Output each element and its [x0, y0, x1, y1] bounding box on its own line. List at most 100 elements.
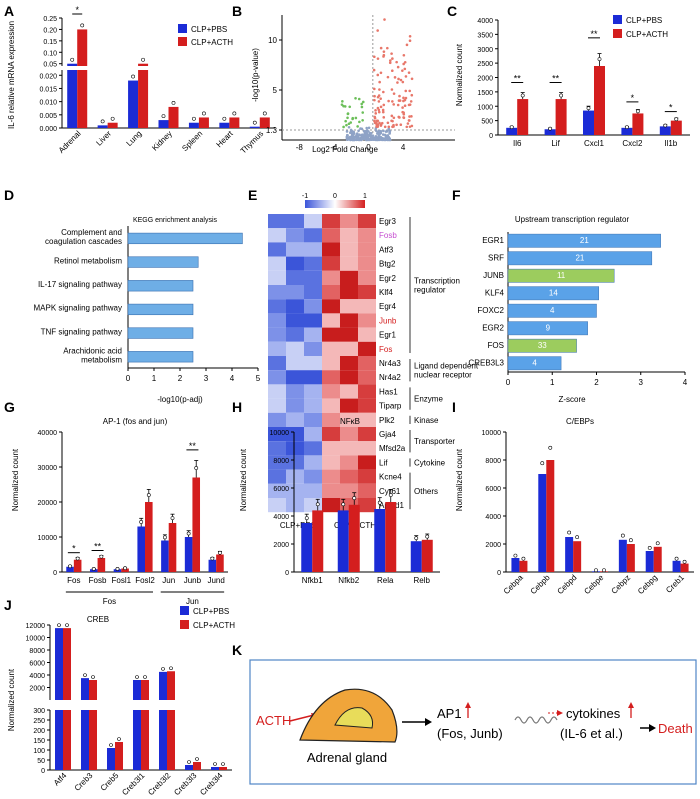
volcano-point-up	[403, 67, 407, 71]
panel-label-f: F	[452, 187, 461, 203]
panel-j-legend: CLP+PBS CLP+ACTH	[180, 606, 235, 630]
heatmap-cell	[268, 214, 286, 229]
heatmap-cell	[358, 384, 376, 399]
volcano-point	[384, 134, 388, 138]
data-point	[509, 125, 514, 129]
heatmap-cell	[358, 228, 376, 243]
heatmap-cell	[304, 441, 322, 456]
bar-pbs-lower	[159, 710, 167, 770]
heatmap-cell	[358, 341, 376, 356]
panel-h-ylabel: Normalized count	[239, 448, 248, 511]
bar-pbs	[621, 127, 633, 135]
x-tick-label: 2	[178, 374, 183, 383]
bar-acth	[107, 122, 118, 128]
panel-letters: A B C D E F G H I J K	[4, 3, 461, 658]
legend-swatch-acth	[613, 29, 622, 38]
data-point	[80, 23, 85, 28]
data-point	[139, 520, 144, 524]
panel-label-g: G	[4, 399, 15, 415]
panel-j-creb: Normalized count CREB CLP+PBS CLP+ACTH 0…	[7, 606, 235, 797]
y-tick-label: 1000	[477, 104, 493, 111]
volcano-point-up	[386, 75, 390, 79]
panel-h-nfkb: Normalized count NFκB 0 2000 4000 6000 8000 1…	[239, 417, 440, 585]
volcano-point-up	[399, 123, 403, 127]
tf-count: 11	[557, 271, 566, 280]
panel-j-title: CREB	[87, 615, 109, 624]
bar-acth	[73, 559, 82, 572]
bar-acth	[89, 680, 97, 700]
sig-star: *	[631, 93, 635, 103]
panel-label-b: B	[232, 3, 242, 19]
schematic-il6: (IL-6 et al.)	[560, 726, 623, 741]
heatmap-cell	[358, 285, 376, 300]
heatmap-cell	[322, 270, 340, 285]
y-tick-label: 8000	[29, 648, 45, 655]
panel-b-ylabel: -log10(p-value)	[251, 48, 260, 102]
volcano-point-down	[357, 97, 361, 101]
volcano-point	[356, 137, 359, 141]
bar-acth	[653, 546, 662, 572]
heatmap-cell	[286, 214, 304, 229]
heatmap-cell	[340, 370, 358, 385]
volcano-point	[385, 130, 389, 133]
heatmap-cell	[358, 270, 376, 285]
volcano-point-up	[408, 34, 412, 38]
bar-acth	[193, 762, 201, 770]
volcano-point-up	[408, 39, 412, 42]
kegg-bar	[127, 327, 194, 339]
panel-a-legend: CLP+PBS CLP+ACTH	[178, 24, 233, 47]
heatmap-cell	[286, 384, 304, 399]
heatmap-cell	[322, 214, 340, 229]
x-tick-label: 0	[126, 374, 131, 383]
volcano-point	[363, 133, 366, 137]
heatmap-cell	[358, 398, 376, 413]
heatmap-cell	[322, 441, 340, 456]
y-tick-label: 0.010	[39, 100, 57, 107]
volcano-point-up	[387, 99, 390, 103]
heatmap-scale-bar	[305, 200, 365, 208]
y-tick-label: 0.005	[39, 113, 57, 120]
volcano-point-up	[375, 119, 379, 123]
volcano-point-up	[390, 69, 394, 73]
volcano-point-up	[379, 97, 383, 101]
bar-pbs	[208, 559, 217, 572]
x-tick-label: Creb3l4	[198, 771, 225, 798]
bar-pbs-lower	[81, 710, 89, 770]
group-label: Enzyme	[414, 395, 443, 404]
volcano-point	[357, 129, 360, 133]
bar-acth-lower	[63, 710, 71, 770]
x-tick-label: Cebpe	[582, 573, 605, 596]
heatmap-cell	[340, 341, 358, 356]
tf-count: 4	[532, 358, 537, 367]
volcano-point-up	[408, 115, 411, 118]
group-label: Transporter	[414, 437, 455, 446]
data-point	[192, 116, 196, 121]
heatmap-cell	[322, 384, 340, 399]
volcano-point	[378, 130, 382, 134]
schematic-cytokines: cytokines	[566, 706, 621, 721]
tf-bar	[507, 233, 661, 248]
volcano-point-down	[346, 116, 349, 120]
gene-label: Egr2	[379, 274, 396, 283]
volcano-point	[367, 126, 371, 130]
data-point	[388, 493, 393, 497]
heatmap-cell	[322, 341, 340, 356]
x-tick-label: 3	[204, 374, 209, 383]
bar-acth-lower	[138, 70, 149, 128]
scale-label-mid: 0	[333, 193, 337, 200]
volcano-point-down	[343, 105, 347, 108]
heatmap-xlabel-pbs: CLP+PBS	[280, 521, 316, 530]
y-tick-label: 10000	[26, 636, 46, 643]
bar-acth	[115, 742, 123, 770]
volcano-point	[345, 130, 349, 133]
x-tick-label: Adrenal	[57, 129, 83, 155]
legend-swatch-pbs	[180, 606, 189, 615]
panel-e-heatmap: -1 0 1 CLP+PBS CLP+ACTH Egr3FosbAtf3Btg2…	[268, 193, 479, 530]
x-tick-label: Creb1	[664, 573, 686, 595]
heatmap-cell	[286, 483, 304, 498]
volcano-point	[349, 135, 353, 139]
kegg-label: Retinol metabolism	[54, 256, 122, 265]
data-point	[315, 502, 320, 507]
heatmap-cell	[286, 228, 304, 243]
bar-pbs	[158, 120, 169, 128]
